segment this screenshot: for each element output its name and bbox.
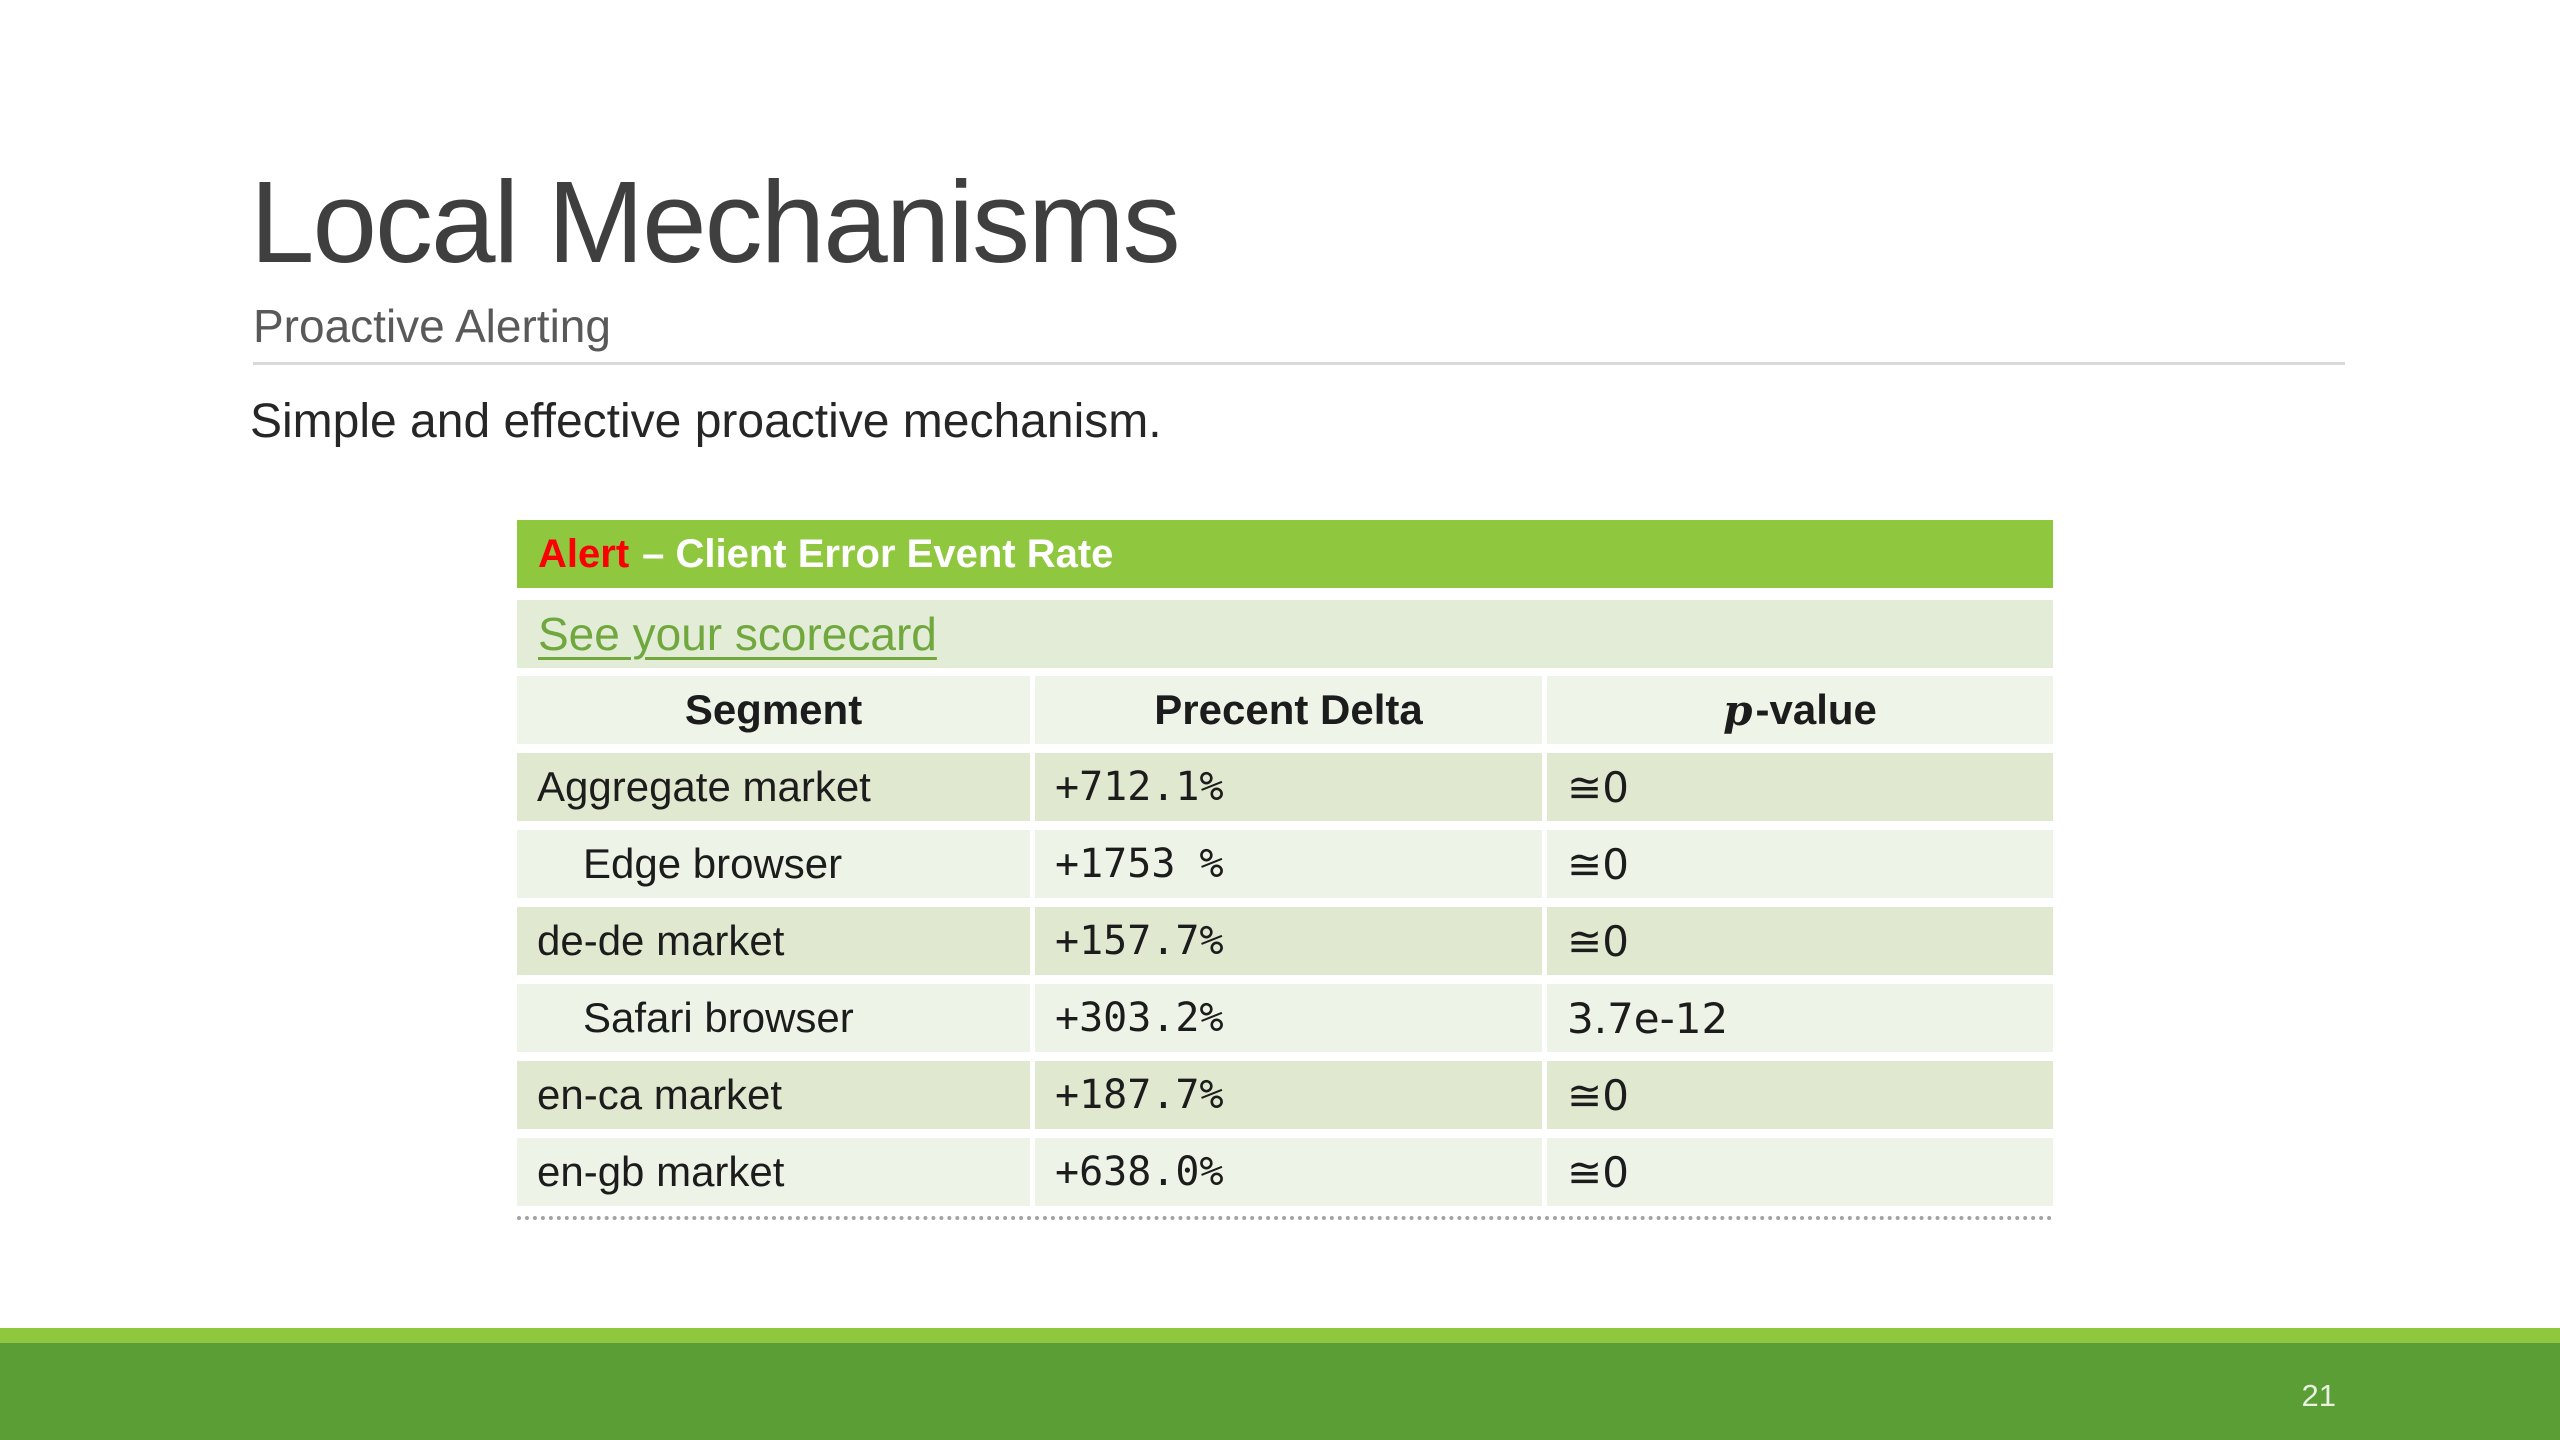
pvalue-cell: ≅0 [1542,753,2053,821]
footer-accent-strip [0,1328,2560,1343]
delta-cell: +638.0% [1030,1138,1542,1206]
segment-cell: en-gb market [517,1138,1030,1206]
delta-cell: +157.7% [1030,907,1542,975]
p-value-rest: -value [1755,686,1877,733]
pvalue-cell: ≅0 [1542,830,2053,898]
table-bottom-dotted-border [517,1216,2053,1220]
segment-cell: Aggregate market [517,753,1030,821]
segment-cell: Edge browser [517,830,1030,898]
page-title: Local Mechanisms [250,157,1181,287]
table-row-en-gb-market: en-gb market +638.0% ≅0 [517,1138,2053,1206]
p-value-italic-p: p [1723,685,1753,735]
pvalue-cell: 3.7e-12 [1542,984,2053,1052]
segment-cell: en-ca market [517,1061,1030,1129]
alert-banner: Alert – Client Error Event Rate [517,520,2053,588]
column-header-delta: Precent Delta [1030,676,1542,744]
delta-cell: +303.2% [1030,984,1542,1052]
column-header-segment: Segment [517,676,1030,744]
delta-cell: +712.1% [1030,753,1542,821]
body-text: Simple and effective proactive mechanism… [250,395,1162,448]
table-row-en-ca-market: en-ca market +187.7% ≅0 [517,1061,2053,1129]
scorecard-link[interactable]: See your scorecard [538,608,937,660]
column-header-pvalue: p -value [1542,676,2053,744]
pvalue-cell: ≅0 [1542,1061,2053,1129]
segment-cell: Safari browser [517,984,1030,1052]
table-header-row: Segment Precent Delta p -value [517,676,2053,744]
table-row-de-de-market: de-de market +157.7% ≅0 [517,907,2053,975]
alert-table: Alert – Client Error Event Rate See your… [517,520,2053,1220]
table-row-safari-browser: Safari browser +303.2% 3.7e-12 [517,984,2053,1052]
page-number: 21 [2301,1378,2336,1413]
pvalue-cell: ≅0 [1542,1138,2053,1206]
alert-banner-title: – Client Error Event Rate [642,531,1114,576]
table-row-edge-browser: Edge browser +1753 % ≅0 [517,830,2053,898]
delta-cell: +187.7% [1030,1061,1542,1129]
alert-label: Alert [538,531,630,576]
title-divider [253,362,2345,365]
scorecard-row: See your scorecard [517,600,2053,668]
slide-subtitle: Proactive Alerting [253,300,611,352]
segment-cell: de-de market [517,907,1030,975]
table-row-aggregate-market: Aggregate market +712.1% ≅0 [517,753,2053,821]
delta-cell: +1753 % [1030,830,1542,898]
pvalue-cell: ≅0 [1542,907,2053,975]
footer-bar: 21 [0,1343,2560,1440]
